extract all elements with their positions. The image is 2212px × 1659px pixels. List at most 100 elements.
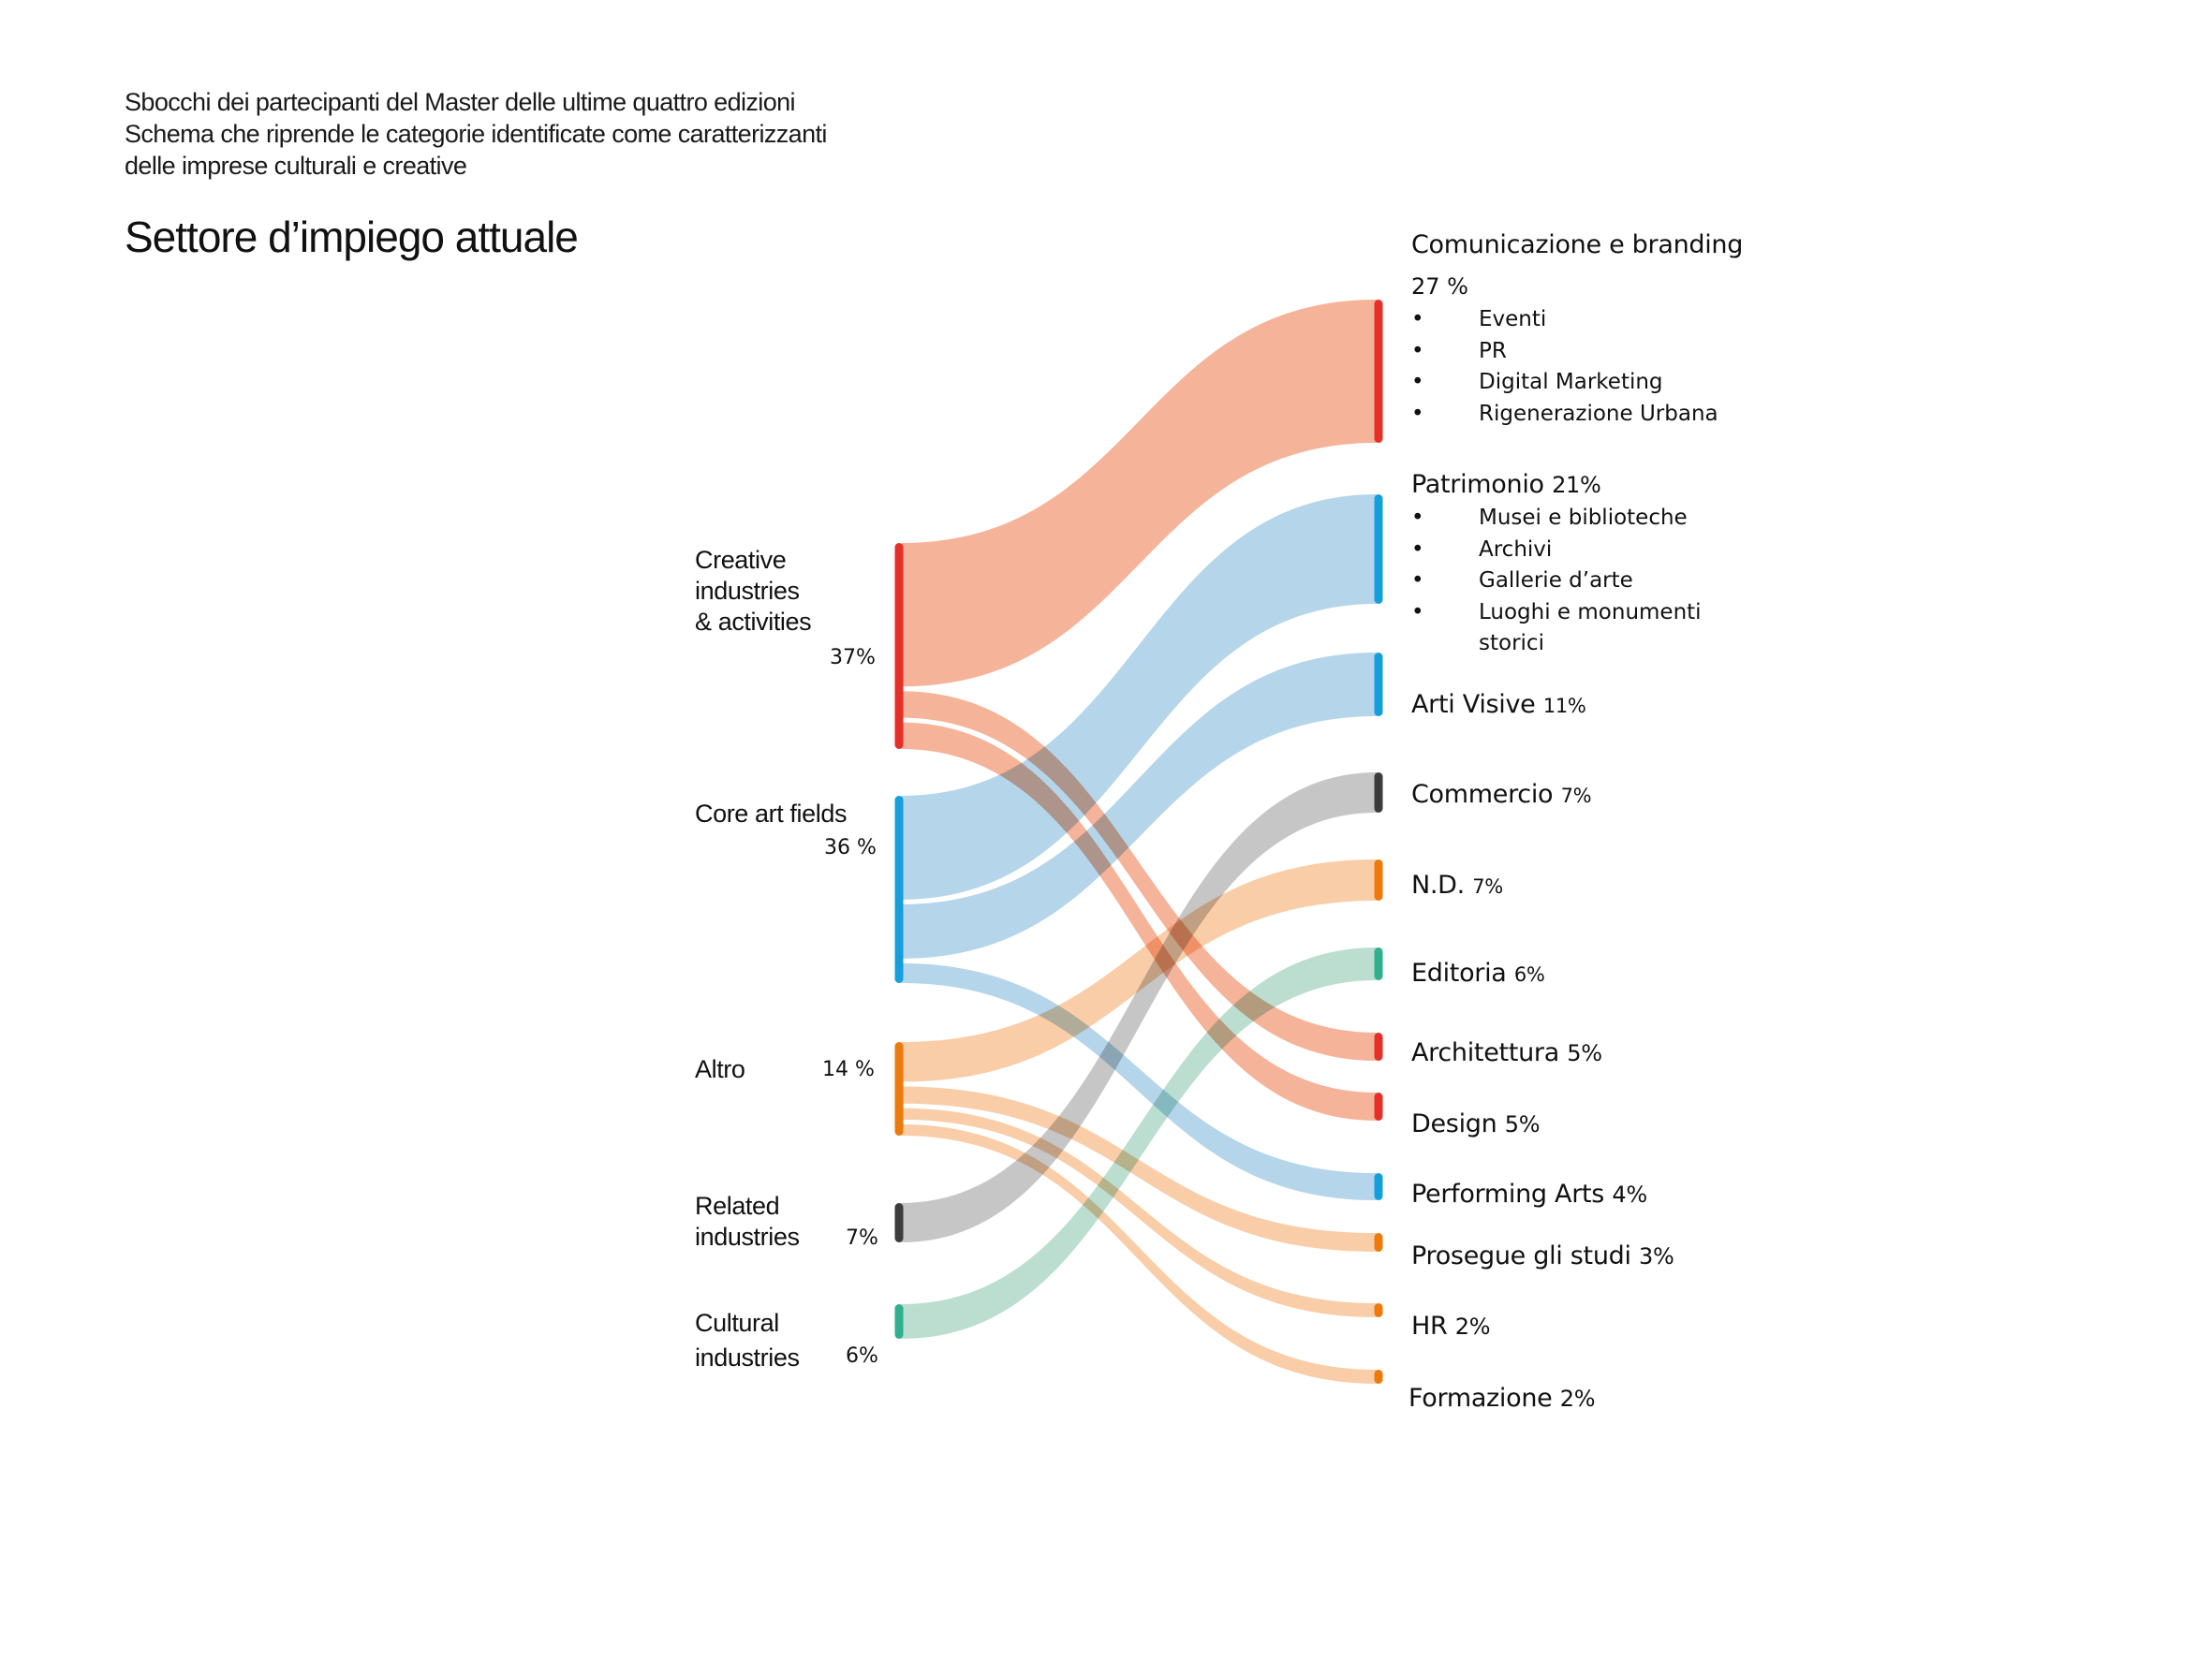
target-label-commercio: Commercio 7% (1411, 780, 1592, 809)
target-bar-nd (1374, 859, 1383, 901)
target-value-comunicazione: 27 % (1411, 273, 1468, 300)
label-line: Related (695, 1192, 780, 1220)
bullet-icon: • (1411, 568, 1424, 593)
value-text: 11% (1542, 695, 1586, 717)
sublist-item: • Rigenerazione Urbana (1408, 399, 1718, 431)
flow-altro-to-nd (901, 859, 1377, 1082)
sublist-comunicazione: • Eventi • PR • Digital Marketing • Rigenera… (1408, 304, 1718, 430)
label-text: Architettura (1411, 1038, 1559, 1067)
target-bar-prosegue_studi (1374, 1233, 1383, 1252)
flow-creative-to-comunicazione (901, 300, 1377, 687)
label-line: Core art fields (695, 800, 848, 828)
label-line: industries (695, 1343, 800, 1372)
label-text: Performing Arts (1411, 1180, 1605, 1209)
label-text: Editoria (1411, 959, 1507, 988)
target-label-editoria: Editoria 6% (1411, 959, 1545, 988)
source-label-altro: Altro (695, 1054, 745, 1085)
source-bar-core (894, 796, 904, 983)
value-text: 2% (1454, 1314, 1491, 1340)
bullet-icon: • (1411, 536, 1424, 562)
flow-altro-to-prosegue_studi (901, 1086, 1377, 1252)
source-value-altro: 14 % (822, 1058, 875, 1081)
target-bar-hr (1374, 1303, 1383, 1317)
value-text: 3% (1638, 1243, 1674, 1270)
source-label-cultural: Cultural industries (695, 1306, 800, 1375)
value-text: 4% (1612, 1182, 1647, 1208)
flow-related-to-commercio (901, 772, 1377, 1242)
source-label-core: Core art fields (695, 799, 847, 830)
sublist-item: • Archivi (1408, 535, 1703, 566)
target-label-hr: HR 2% (1411, 1312, 1491, 1341)
value-text: 2% (1559, 1386, 1596, 1412)
target-label-prosegue-studi: Prosegue gli studi 3% (1411, 1241, 1674, 1270)
value-text: 7% (1472, 875, 1503, 898)
label-text: Arti Visive (1411, 690, 1536, 719)
target-label-comunicazione: Comunicazione e branding (1411, 230, 1744, 259)
target-label-formazione: Formazione 2% (1408, 1384, 1596, 1413)
label-text: Formazione (1408, 1384, 1553, 1413)
intro-text: Sbocchi dei partecipanti del Master dell… (125, 86, 827, 182)
flow-altro-to-formazione (901, 1123, 1377, 1384)
target-label-design: Design 5% (1411, 1109, 1541, 1138)
label-line: industries (695, 577, 800, 605)
source-value-related: 7% (846, 1226, 878, 1250)
source-bar-related (894, 1203, 904, 1242)
label-text: Patrimonio (1411, 470, 1544, 499)
flow-creative-to-design (901, 722, 1377, 1121)
label-line: industries (695, 1223, 800, 1251)
target-label-architettura: Architettura 5% (1411, 1038, 1602, 1067)
target-label-patrimonio: Patrimonio 21% (1411, 470, 1601, 499)
intro-line: delle imprese culturali e creative (125, 152, 467, 180)
sublist-patrimonio: • Musei e biblioteche • Archivi • Gallerie … (1408, 503, 1703, 660)
node-bars-layer (894, 300, 1383, 1384)
value-text: 5% (1567, 1040, 1602, 1066)
flow-cultural-to-editoria (901, 947, 1377, 1339)
flow-core-to-performing_arts (901, 962, 1377, 1200)
source-bar-cultural (894, 1304, 904, 1339)
target-bar-commercio (1374, 772, 1383, 813)
source-bar-creative (894, 543, 904, 749)
source-bar-altro (894, 1042, 904, 1136)
label-text: HR (1411, 1312, 1448, 1341)
label-line: & activities (695, 608, 812, 636)
target-bar-formazione (1374, 1370, 1383, 1384)
label-line: Creative (695, 546, 787, 574)
target-bar-performing_arts (1374, 1173, 1383, 1200)
target-label-nd: N.D. 7% (1411, 871, 1503, 900)
label-line: Altro (695, 1055, 745, 1083)
bullet-icon: • (1411, 599, 1424, 624)
label-text: N.D. (1411, 871, 1465, 900)
flow-core-to-arti_visive (901, 653, 1377, 959)
source-label-related: Related industries (695, 1191, 800, 1253)
sublist-item: • Gallerie d’arte (1408, 565, 1703, 597)
source-value-cultural: 6% (846, 1344, 878, 1368)
sublist-item: • PR (1408, 336, 1718, 368)
flow-core-to-patrimonio (901, 494, 1377, 900)
intro-line: Schema che riprende le categorie identif… (125, 120, 827, 148)
target-bar-editoria (1374, 947, 1383, 980)
source-value-core: 36 % (824, 836, 877, 859)
sublist-item: • Eventi (1408, 304, 1718, 336)
target-label-performing-arts: Performing Arts 4% (1411, 1180, 1647, 1209)
value-text: 5% (1504, 1111, 1541, 1138)
flow-creative-to-architettura (901, 691, 1377, 1061)
target-bar-patrimonio (1374, 494, 1383, 604)
intro-line: Sbocchi dei partecipanti del Master dell… (125, 88, 796, 116)
label-text: Prosegue gli studi (1411, 1241, 1631, 1270)
sublist-item: • Luoghi e monumenti storici (1408, 597, 1703, 660)
bullet-icon: • (1411, 401, 1424, 426)
label-text: Commercio (1411, 780, 1554, 809)
value-text: 21% (1552, 472, 1601, 498)
bullet-icon: • (1411, 370, 1424, 394)
source-label-creative: Creative industries & activities (695, 545, 812, 638)
target-bar-design (1374, 1093, 1383, 1121)
target-bar-arti_visive (1374, 653, 1383, 716)
bullet-icon: • (1411, 506, 1424, 530)
bullet-icon: • (1411, 307, 1424, 331)
source-value-creative: 37% (830, 646, 876, 669)
value-text: 6% (1513, 963, 1545, 986)
label-text: Design (1411, 1109, 1497, 1138)
sublist-item: • Digital Marketing (1408, 367, 1718, 399)
flows-layer (901, 300, 1377, 1384)
